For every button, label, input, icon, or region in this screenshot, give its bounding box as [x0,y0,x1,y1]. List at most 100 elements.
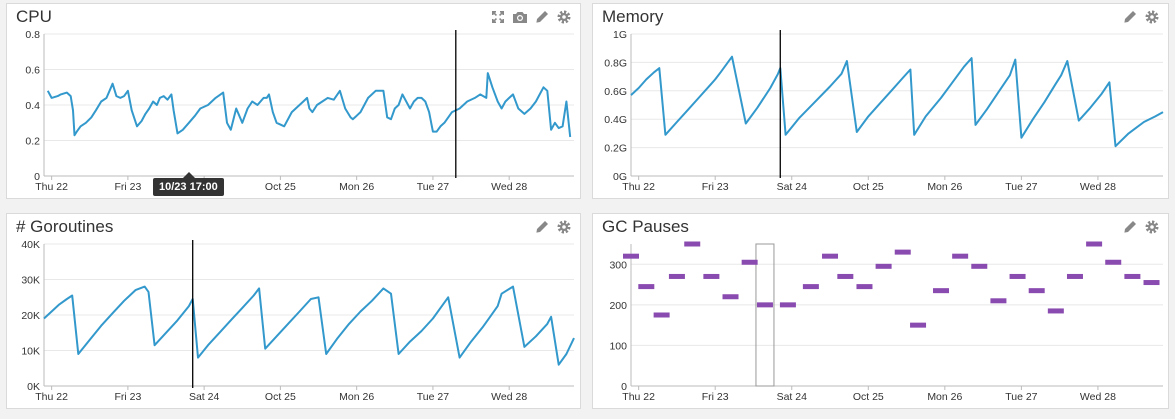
goroutines-chart[interactable]: 0K 10K 20K 30K 40K Thu 22 Fri 23 Sat 24 Oct 25 Mo… [7,236,581,409]
gc-pause-mark [952,253,969,259]
y-tick-label: 0G [613,171,627,183]
gc-pause-mark [856,284,873,290]
gc-pause-mark [1124,273,1141,279]
gc-pause-mark [894,249,911,255]
camera-icon[interactable] [512,9,528,25]
y-tick-label: 0.4G [604,114,627,126]
gc-pause-mark [1105,259,1122,265]
y-tick-label: 300 [609,259,627,271]
y-tick-label: 0.8G [604,57,627,69]
y-tick-label: 0K [27,381,40,393]
gc-pause-mark [1047,308,1064,314]
x-tick-label: Fri 23 [702,391,729,403]
x-tick-label: Oct 25 [853,391,884,403]
settings-gear-icon[interactable] [1144,219,1160,235]
goroutines-series-line [43,285,575,366]
gc-pause-mark [1066,273,1083,279]
gc-pause-mark [638,284,655,290]
gc-pause-mark [990,298,1007,304]
crosshair-tooltip: 10/23 17:00 [153,172,224,196]
edit-pencil-icon[interactable] [534,219,550,235]
settings-gear-icon[interactable] [1144,9,1160,25]
edit-pencil-icon[interactable] [534,9,550,25]
y-tick-label: 40K [21,239,40,251]
gc-pauses-panel: GC Pauses 0 100 200 300 Thu 22 Fri 23 Sat 24 Oc… [592,213,1169,409]
gc-pauses-chart[interactable]: 0 100 200 300 Thu 22 Fri 23 Sat 24 Oct 25 Mon 26… [593,236,1169,409]
x-tick-label: Thu 22 [35,391,68,403]
settings-gear-icon[interactable] [556,219,572,235]
x-tick-label: Tue 27 [417,391,449,403]
gc-pause-mark [668,273,685,279]
goroutines-panel-title: # Goroutines [16,217,114,236]
gc-pause-mark [971,263,988,269]
x-tick-label: Thu 22 [622,391,655,403]
y-tick-label: 0.6 [25,65,40,77]
memory-chart[interactable]: 0G 0.2G 0.4G 0.6G 0.8G 1G Thu 22 Fri 23 Sat 24 Oc… [593,26,1169,199]
gc-pause-mark [623,253,639,259]
x-tick-label: Fri 23 [114,181,141,193]
y-tick-label: 0.8 [25,29,40,41]
x-tick-label: Tue 27 [417,181,449,193]
gc-pauses-panel-title: GC Pauses [602,217,689,236]
y-tick-label: 0 [34,171,40,183]
y-tick-label: 200 [609,300,627,312]
x-tick-label: Fri 23 [114,391,141,403]
y-tick-label: 0 [621,381,627,393]
y-tick-label: 0.2G [604,143,627,155]
gc-pause-mark [741,259,758,265]
settings-gear-icon[interactable] [556,9,572,25]
gc-pause-mark [802,284,819,290]
memory-series-line [630,55,1164,148]
gc-pause-mark [703,273,720,279]
x-tick-label: Thu 22 [622,181,655,193]
gc-pause-mark [1028,288,1045,294]
x-tick-label: Wed 28 [1080,181,1116,193]
gc-pause-mark [875,263,892,269]
gc-pause-mark [933,288,950,294]
gc-pause-mark [1143,280,1160,286]
memory-panel: Memory 0G 0.2G 0.4G 0.6G 0.8G 1G Thu 22 Fri 23 S… [592,3,1169,199]
x-tick-label: Oct 25 [853,181,884,193]
gc-pause-mark [1009,273,1026,279]
gc-pause-mark [822,253,839,259]
gc-pause-mark [837,273,854,279]
x-tick-label: Oct 25 [265,181,296,193]
gc-pause-mark [722,294,739,300]
y-tick-label: 0.4 [25,100,40,112]
goroutines-panel: # Goroutines 0K 10K 20K 30K 40K Thu 22 Fri 23 S… [6,213,581,409]
x-tick-label: Sat 24 [777,181,808,193]
edit-pencil-icon[interactable] [1122,9,1138,25]
x-tick-label: Tue 27 [1005,391,1037,403]
gc-pause-mark [653,312,670,318]
highlight-box [755,243,775,387]
gc-pause-mark [684,241,701,247]
y-tick-label: 20K [21,310,40,322]
y-tick-label: 0.2 [25,136,40,148]
cpu-series-line [46,72,572,138]
gc-pause-mark [756,302,773,308]
edit-pencil-icon[interactable] [1122,219,1138,235]
x-tick-label: Wed 28 [1080,391,1116,403]
memory-panel-title: Memory [602,7,664,26]
y-tick-label: 10K [21,346,40,358]
x-tick-label: Oct 25 [265,391,296,403]
gc-pause-mark [779,302,796,308]
x-tick-label: Thu 22 [35,181,68,193]
x-tick-label: Mon 26 [927,391,962,403]
x-tick-label: Sat 24 [777,391,808,403]
x-tick-label: Mon 26 [927,181,962,193]
y-tick-label: 100 [609,340,627,352]
x-tick-label: Mon 26 [339,181,374,193]
x-tick-label: Fri 23 [702,181,729,193]
y-tick-label: 1G [613,29,627,41]
cpu-panel-title: CPU [16,7,52,26]
x-tick-label: Wed 28 [491,181,527,193]
x-tick-label: Tue 27 [1005,181,1037,193]
gc-pause-mark [1086,241,1103,247]
x-tick-label: Sat 24 [189,391,220,403]
expand-icon[interactable] [490,9,506,25]
gc-pause-mark [910,322,927,328]
y-tick-label: 30K [21,275,40,287]
